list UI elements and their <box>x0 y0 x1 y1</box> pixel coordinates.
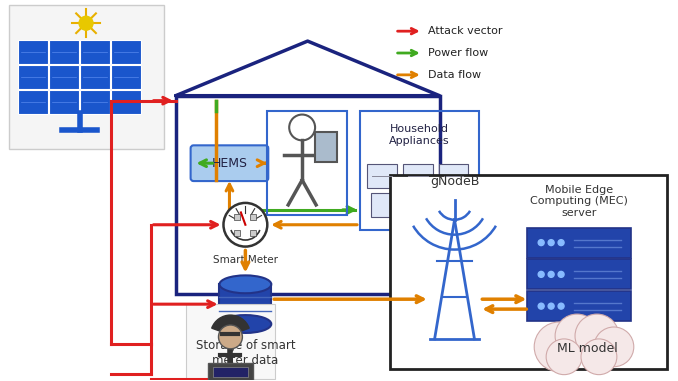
FancyBboxPatch shape <box>235 214 241 220</box>
FancyBboxPatch shape <box>111 90 141 114</box>
FancyBboxPatch shape <box>49 65 79 89</box>
FancyBboxPatch shape <box>439 164 468 188</box>
Ellipse shape <box>220 315 271 333</box>
Text: HEMS: HEMS <box>212 157 247 170</box>
FancyBboxPatch shape <box>315 133 337 162</box>
FancyBboxPatch shape <box>250 230 256 236</box>
FancyBboxPatch shape <box>250 214 256 220</box>
Circle shape <box>581 339 617 375</box>
FancyBboxPatch shape <box>49 40 79 64</box>
FancyBboxPatch shape <box>409 193 439 217</box>
Circle shape <box>548 240 554 246</box>
FancyBboxPatch shape <box>49 90 79 114</box>
Circle shape <box>546 339 582 375</box>
Circle shape <box>555 314 599 358</box>
Text: Data flow: Data flow <box>428 70 481 80</box>
Circle shape <box>538 240 544 246</box>
FancyBboxPatch shape <box>80 65 110 89</box>
Circle shape <box>534 322 584 372</box>
FancyBboxPatch shape <box>207 363 254 381</box>
FancyBboxPatch shape <box>235 230 241 236</box>
Text: Household
Appliances: Household Appliances <box>389 125 450 146</box>
Text: Power flow: Power flow <box>428 48 488 58</box>
FancyBboxPatch shape <box>18 40 48 64</box>
Circle shape <box>290 115 315 140</box>
Text: Attack vector: Attack vector <box>428 26 502 36</box>
Ellipse shape <box>220 275 271 293</box>
FancyBboxPatch shape <box>527 291 631 321</box>
FancyBboxPatch shape <box>80 90 110 114</box>
Circle shape <box>548 271 554 277</box>
Circle shape <box>575 314 619 358</box>
FancyBboxPatch shape <box>403 164 433 188</box>
Circle shape <box>79 16 93 30</box>
FancyBboxPatch shape <box>367 164 397 188</box>
Text: Mobile Edge
Computing (MEC)
server: Mobile Edge Computing (MEC) server <box>530 185 628 218</box>
FancyBboxPatch shape <box>390 175 666 369</box>
FancyBboxPatch shape <box>111 65 141 89</box>
Circle shape <box>218 325 243 349</box>
Circle shape <box>594 327 634 367</box>
Circle shape <box>558 303 564 309</box>
Circle shape <box>224 203 267 247</box>
Text: gNodeB: gNodeB <box>430 175 479 188</box>
Text: Storage of smart
meter data: Storage of smart meter data <box>195 339 295 367</box>
FancyBboxPatch shape <box>80 40 110 64</box>
Text: Smart Meter: Smart Meter <box>213 255 278 264</box>
Circle shape <box>558 240 564 246</box>
FancyBboxPatch shape <box>527 228 631 258</box>
FancyBboxPatch shape <box>527 259 631 289</box>
FancyBboxPatch shape <box>186 304 275 379</box>
FancyBboxPatch shape <box>9 5 163 149</box>
Circle shape <box>538 303 544 309</box>
FancyBboxPatch shape <box>212 367 248 377</box>
FancyBboxPatch shape <box>371 193 401 217</box>
Wedge shape <box>212 315 249 335</box>
FancyBboxPatch shape <box>111 40 141 64</box>
Circle shape <box>558 271 564 277</box>
FancyBboxPatch shape <box>18 90 48 114</box>
FancyBboxPatch shape <box>18 65 48 89</box>
FancyBboxPatch shape <box>191 145 268 181</box>
Circle shape <box>548 303 554 309</box>
Circle shape <box>538 271 544 277</box>
Text: ML model: ML model <box>557 343 618 355</box>
FancyBboxPatch shape <box>220 284 271 324</box>
